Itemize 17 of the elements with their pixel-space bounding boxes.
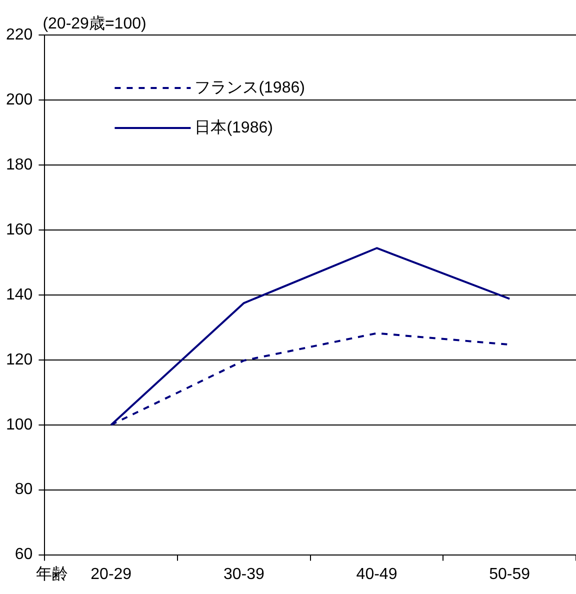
y-axis-title: (20-29歳=100) <box>42 14 146 32</box>
x-axis-title: 年齢 <box>36 565 68 584</box>
y-tick-label: 200 <box>6 91 33 108</box>
y-tick-label: 120 <box>6 351 33 368</box>
x-tick-label: 50-59 <box>489 566 530 583</box>
y-tick-label: 220 <box>6 26 33 44</box>
y-tick-label: 160 <box>6 221 33 238</box>
x-tick-label: 40-49 <box>356 566 398 583</box>
x-tick-label: 30-39 <box>223 566 264 583</box>
y-tick-label: 180 <box>6 156 33 174</box>
y-tick-label: 60 <box>14 546 33 564</box>
legend-label: 日本(1986) <box>194 118 273 136</box>
y-tick-label: 140 <box>6 286 33 304</box>
y-tick-label: 80 <box>14 481 33 498</box>
legend-label: フランス(1986) <box>194 79 305 96</box>
x-tick-label: 20-29 <box>90 566 132 583</box>
y-tick-label: 100 <box>6 416 33 434</box>
